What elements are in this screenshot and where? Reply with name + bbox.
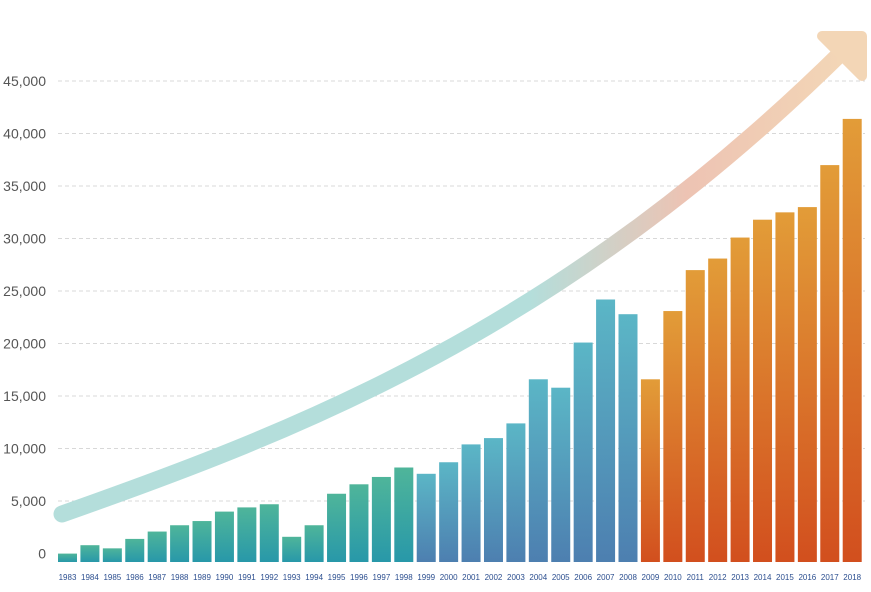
x-tick-label: 2003 [507,573,525,582]
bar-2018 [842,118,862,563]
y-tick-label: 10,000 [3,441,46,457]
x-tick-label: 1995 [328,573,346,582]
bar-1993 [282,536,302,562]
x-tick-label: 1996 [350,573,368,582]
y-tick-label: 40,000 [3,126,46,142]
bar-2010 [663,311,683,562]
bar-1994 [304,525,324,562]
bar-1987 [147,531,167,562]
x-tick-label: 2016 [798,573,816,582]
x-tick-label: 2014 [754,573,772,582]
x-tick-label: 2018 [843,573,861,582]
x-tick-label: 2011 [687,573,705,582]
x-tick-label: 1994 [305,573,323,582]
bar-1991 [237,507,257,562]
bar-2008 [618,314,638,562]
y-tick-label: 45,000 [3,73,46,89]
x-tick-label: 2012 [709,573,727,582]
x-tick-label: 2001 [462,573,480,582]
x-tick-label: 2017 [821,573,839,582]
x-tick-label: 1992 [260,573,278,582]
x-tick-label: 2015 [776,573,794,582]
x-tick-label: 1988 [171,573,189,582]
y-tick-label: 30,000 [3,231,46,247]
x-tick-label: 1983 [59,573,77,582]
x-tick-label: 2002 [485,573,503,582]
x-tick-label: 1997 [372,573,390,582]
bar-2003 [506,423,526,562]
trend-arrow [53,43,851,523]
bar-2007 [596,299,616,562]
x-tick-label: 2005 [552,573,570,582]
x-tick-label: 1985 [103,573,121,582]
bar-1995 [327,493,347,562]
y-tick-label: 15,000 [3,388,46,404]
bar-1989 [192,521,212,562]
bar-2005 [551,387,571,562]
bar-1985 [102,548,122,562]
bar-2000 [439,462,459,562]
y-tick-label: 35,000 [3,178,46,194]
x-tick-label: 2000 [440,573,458,582]
y-tick-label: 25,000 [3,283,46,299]
bar-2012 [708,258,728,562]
bar-1986 [125,538,145,562]
bar-2015 [775,212,795,562]
bar-1999 [416,473,436,562]
bar-1984 [80,545,100,562]
bar-2016 [797,207,817,562]
x-tick-label: 2004 [529,573,547,582]
bar-2002 [483,438,503,562]
bar-2014 [753,219,773,562]
x-tick-label: 2009 [642,573,660,582]
bar-2004 [528,379,548,562]
bar-2009 [640,379,660,562]
y-tick-label: 0 [38,546,46,562]
bar-1988 [170,525,190,562]
x-tick-label: 1984 [81,573,99,582]
x-tick-label: 2008 [619,573,637,582]
bar-1998 [394,467,414,562]
bar-2017 [820,165,840,562]
x-tick-label: 1986 [126,573,144,582]
x-tick-label: 1987 [148,573,166,582]
x-tick-label: 2010 [664,573,682,582]
bar-2001 [461,444,481,562]
y-tick-label: 20,000 [3,336,46,352]
x-tick-label: 1993 [283,573,301,582]
y-tick-label: 5,000 [11,493,46,509]
bar-1996 [349,484,369,562]
bar-1990 [214,511,234,562]
x-tick-label: 1991 [238,573,256,582]
x-tick-label: 2013 [731,573,749,582]
bar-1997 [371,476,391,562]
arrow-head-icon [817,31,867,81]
x-tick-label: 1999 [417,573,435,582]
bar-2011 [685,270,705,562]
x-tick-label: 1990 [216,573,234,582]
bar-2006 [573,342,593,562]
bar-2013 [730,237,750,563]
x-tick-label: 1989 [193,573,211,582]
x-tick-label: 2007 [597,573,615,582]
x-tick-label: 2006 [574,573,592,582]
bar-1992 [259,504,279,562]
bar-1983 [58,553,77,562]
x-tick-label: 1998 [395,573,413,582]
